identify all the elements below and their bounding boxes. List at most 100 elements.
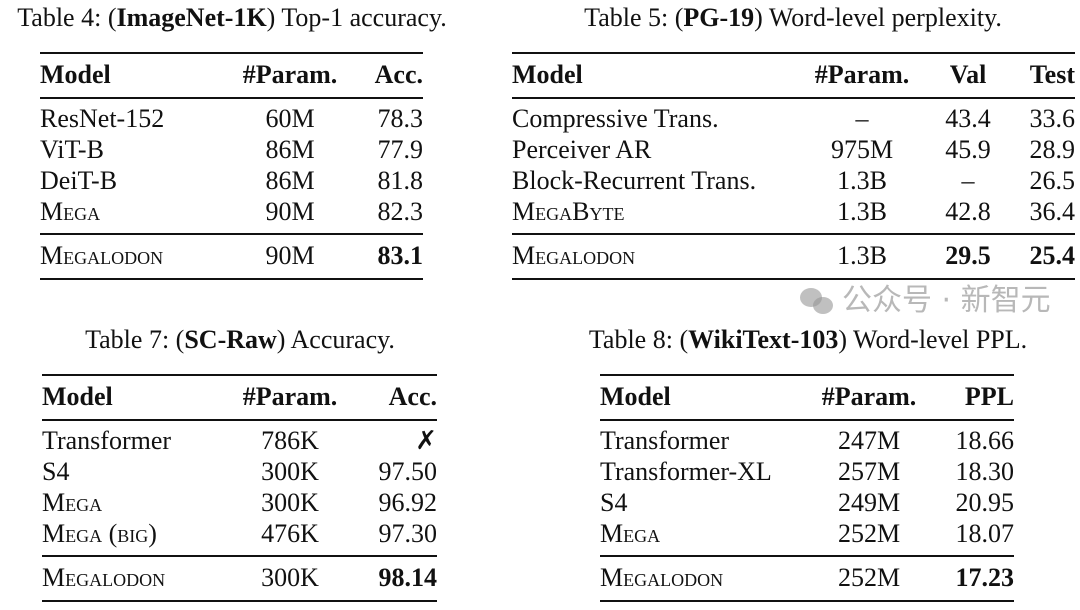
mid-rule [600,419,1014,421]
table-caption: Table 5: (PG-19) Word-level perplexity. [584,3,1002,33]
value-cell: 476K [261,519,319,548]
top-rule [42,374,437,376]
value-cell: 60M [265,104,315,133]
model-name-cell: ViT-B [40,135,104,164]
value-cell: 247M [837,426,901,455]
value-cell: 20.95 [955,488,1015,517]
column-header: Acc. [388,382,437,411]
value-cell: ✗ [415,426,437,455]
caption-bold: PG-19 [683,3,755,32]
caption-prefix: Table 8: ( [588,325,689,354]
value-cell: 1.3B [837,166,887,195]
value-cell: 300K [261,563,319,592]
value-cell: 257M [837,457,901,486]
table-caption: Table 8: (WikiText-103) Word-level PPL. [589,325,1027,355]
model-name-cell: Megalodon [42,563,166,592]
caption-prefix: Table 4: ( [17,3,117,32]
value-cell: 33.6 [1029,104,1076,133]
model-name-cell: ResNet-152 [40,104,165,133]
model-name-cell: S4 [42,457,70,486]
results-table: Model #Param. Val Test Compressive Trans. – 43… [512,52,1075,282]
value-cell: 300K [261,457,319,486]
value-cell: – [961,166,975,195]
model-name-cell: Perceiver AR [512,135,652,164]
value-cell: 17.23 [955,563,1015,592]
model-name-cell: Transformer-XL [600,457,772,486]
value-cell: 252M [837,519,901,548]
model-name-cell: Megalodon [40,241,164,270]
mid-rule [512,97,1075,99]
model-name-cell: Compressive Trans. [512,104,719,133]
value-cell: – [855,104,869,133]
bottom-rule [42,600,437,602]
wechat-icon [800,287,834,316]
model-name-cell: Mega [600,519,661,548]
value-cell: 78.3 [377,104,424,133]
top-rule [512,52,1075,54]
value-cell: 975M [830,135,894,164]
model-name-cell: Transformer [600,426,730,455]
value-cell: 252M [837,563,901,592]
value-cell: 96.92 [378,488,438,517]
bottom-rule [512,278,1075,280]
model-name-cell: MegaByte [512,197,625,226]
value-cell: 300K [261,488,319,517]
model-name-cell: Megalodon [600,563,724,592]
column-header: #Param. [242,60,338,89]
column-header: #Param. [821,382,917,411]
model-name-cell: S4 [600,488,628,517]
value-cell: 82.3 [377,197,424,226]
column-header: Test [1029,60,1075,89]
value-cell: 98.14 [378,563,438,592]
value-cell: 1.3B [837,197,887,226]
column-header: Val [949,60,987,89]
value-cell: 18.66 [955,426,1015,455]
value-cell: 18.30 [955,457,1015,486]
value-cell: 86M [265,166,315,195]
column-header: Model [42,382,113,411]
mid-rule [42,419,437,421]
value-cell: 28.9 [1029,135,1076,164]
value-cell: 97.50 [378,457,438,486]
top-rule [40,52,423,54]
model-name-cell: Mega [42,488,103,517]
caption-suffix: ) Top-1 accuracy. [266,3,447,32]
value-cell: 43.4 [945,104,991,133]
caption-bold: SC-Raw [184,325,277,354]
value-cell: 249M [837,488,901,517]
mid-rule [40,233,423,235]
value-cell: 1.3B [837,241,887,270]
value-cell: 42.8 [945,197,991,226]
model-name-cell: Mega [40,197,101,226]
value-cell: 45.9 [945,135,991,164]
model-name-cell: Block-Recurrent Trans. [512,166,757,195]
column-header: Model [512,60,583,89]
value-cell: 83.1 [377,241,424,270]
caption-suffix: ) Accuracy. [276,325,395,354]
column-header: #Param. [242,382,338,411]
results-table: Model #Param. Acc. Transformer 786K ✗ S4 300K 97… [42,374,437,604]
value-cell: 29.5 [945,241,991,270]
table-caption: Table 4: (ImageNet-1K) Top-1 accuracy. [17,3,447,33]
table-caption: Table 7: (SC-Raw) Accuracy. [85,325,395,355]
bottom-rule [40,278,423,280]
model-name-cell: Mega (big) [42,519,157,548]
value-cell: 81.8 [377,166,424,195]
value-cell: 90M [265,197,315,226]
results-table: Model #Param. PPL Transformer 247M 18.66 Trans… [600,374,1014,604]
results-table: Model #Param. Acc. ResNet-152 60M 78.3 ViT-B 86… [40,52,423,282]
top-rule [600,374,1014,376]
column-header: PPL [964,382,1014,411]
value-cell: 26.5 [1029,166,1076,195]
caption-bold: ImageNet-1K [116,3,267,32]
bottom-rule [600,600,1014,602]
value-cell: 18.07 [955,519,1015,548]
column-header: #Param. [814,60,910,89]
column-header: Model [40,60,111,89]
value-cell: 86M [265,135,315,164]
value-cell: 36.4 [1029,197,1076,226]
value-cell: 97.30 [378,519,438,548]
caption-bold: WikiText-103 [688,325,839,354]
mid-rule [40,97,423,99]
model-name-cell: Transformer [42,426,172,455]
